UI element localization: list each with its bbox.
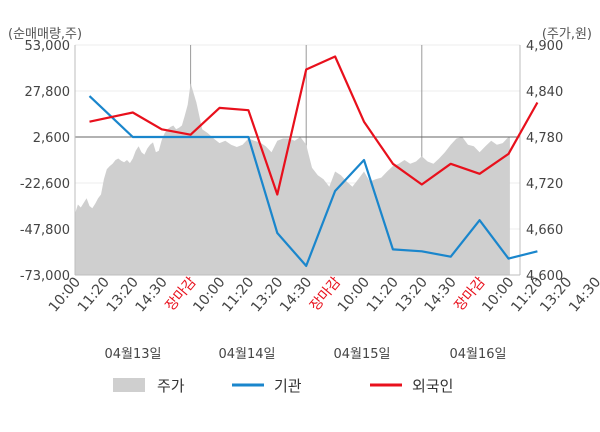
foreign-line xyxy=(89,55,539,196)
price-area-layer xyxy=(75,83,510,275)
legend-label-foreign: 외국인 xyxy=(412,377,453,395)
right-tick-label: 4,900 xyxy=(526,39,563,54)
left-tick-label: -22,600 xyxy=(20,177,70,192)
price-area xyxy=(75,83,510,275)
x-tick-label: 14:30 xyxy=(133,274,171,315)
left-tick-label: -73,000 xyxy=(20,269,70,284)
legend-label-institution: 기관 xyxy=(274,377,302,395)
left-tick-label: -47,800 xyxy=(20,223,70,238)
left-tick-label: 53,000 xyxy=(25,39,71,54)
x-tick-label: 14:30 xyxy=(422,274,460,315)
line-series-layer xyxy=(88,55,539,267)
date-label: 04월13일 xyxy=(104,347,161,362)
legend-label-price: 주가 xyxy=(157,377,185,395)
legend: 주가 기관 외국인 xyxy=(113,377,453,395)
right-tick-label: 4,780 xyxy=(526,131,563,146)
right-tick-label: 4,660 xyxy=(526,223,563,238)
left-axis-unit: (순매매량,주) xyxy=(8,27,82,42)
x-tick-label: 14:30 xyxy=(277,274,315,315)
date-label: 04월15일 xyxy=(333,347,390,362)
right-axis-unit: (주가,원) xyxy=(542,27,592,42)
right-tick-label: 4,600 xyxy=(526,269,563,284)
date-label: 04월16일 xyxy=(449,347,506,362)
date-label: 04월14일 xyxy=(218,347,275,362)
right-tick-label: 4,720 xyxy=(526,177,563,192)
institution-line xyxy=(88,95,538,267)
left-tick-label: 27,800 xyxy=(25,85,71,100)
x-tick-label: 14:30 xyxy=(566,274,600,315)
legend-swatch-price xyxy=(113,378,145,392)
left-tick-label: 2,600 xyxy=(33,131,70,146)
right-tick-label: 4,840 xyxy=(526,85,563,100)
